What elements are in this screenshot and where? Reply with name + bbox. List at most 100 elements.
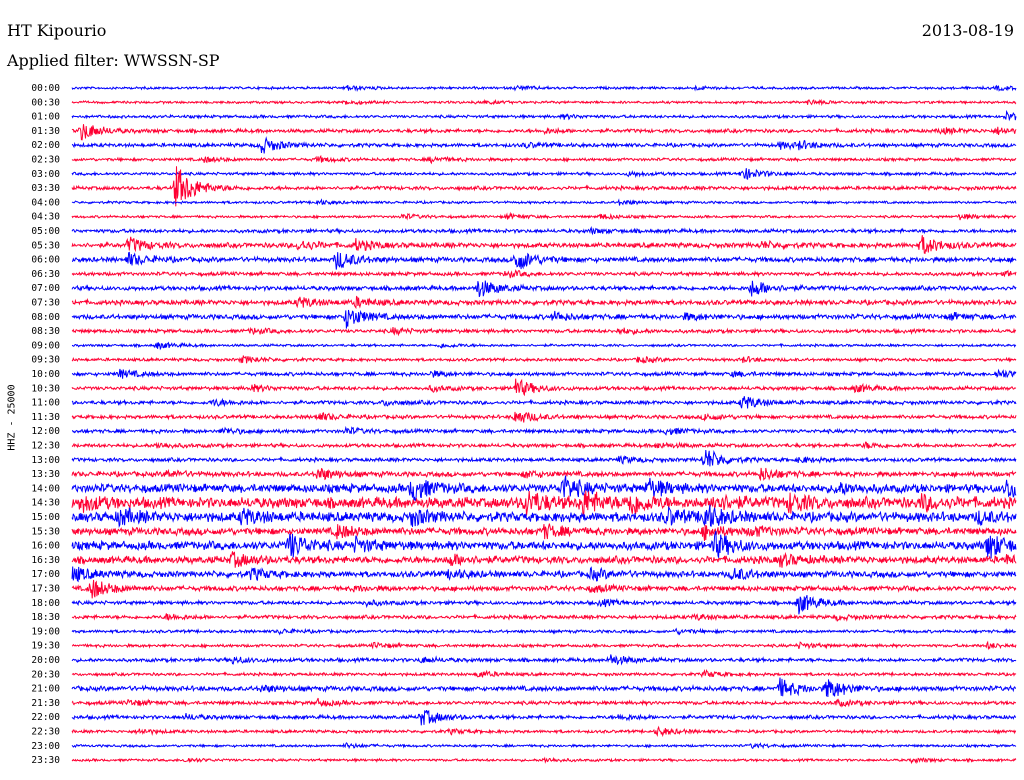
time-label: 22:00 [31,712,60,723]
seismic-trace-0900 [71,341,1017,351]
seismic-trace-2200 [71,709,1017,726]
seismic-trace-1000 [71,368,1017,379]
time-label: 01:00 [31,112,60,123]
date-label: 2013-08-19 [921,21,1014,40]
time-label: 10:00 [31,369,60,380]
seismic-trace-2000 [71,654,1017,666]
time-label: 04:00 [31,197,60,208]
seismic-trace-1730 [71,579,1017,599]
time-label: 04:30 [31,212,60,223]
seismic-trace-1230 [71,441,1017,450]
seismic-trace-0800 [71,309,1017,329]
time-label: 20:00 [31,655,60,666]
seismic-trace-2330 [71,756,1017,765]
time-label: 16:30 [31,555,60,566]
seismic-trace-2130 [71,697,1017,708]
seismic-trace-1330 [71,467,1017,482]
time-label: 05:30 [31,240,60,251]
seismic-trace-1030 [71,378,1017,397]
seismic-trace-0300 [71,168,1017,180]
time-label: 21:00 [31,684,60,695]
seismic-trace-1630 [71,551,1017,568]
seismic-trace-0200 [71,136,1017,154]
time-label: 22:30 [31,727,60,738]
time-label: 05:00 [31,226,60,237]
time-label: 13:30 [31,469,60,480]
time-label: 23:00 [31,741,60,752]
time-label: 08:30 [31,326,60,337]
seismic-trace-1600 [71,530,1017,559]
time-label: 09:00 [31,340,60,351]
time-label: 06:00 [31,255,60,266]
time-label: 17:00 [31,569,60,580]
time-label: 00:00 [31,83,60,94]
seismic-trace-0400 [71,198,1017,206]
time-label: 19:30 [31,641,60,652]
time-label: 08:00 [31,312,60,323]
seismic-trace-1700 [71,566,1017,583]
seismic-trace-1430 [71,490,1017,517]
time-label: 00:30 [31,97,60,108]
time-label: 14:00 [31,483,60,494]
time-label: 07:30 [31,298,60,309]
time-label: 11:00 [31,398,60,409]
seismic-trace-1300 [71,449,1017,467]
seismic-trace-1400 [71,475,1017,502]
seismic-trace-0530 [71,235,1017,255]
seismic-trace-0130 [71,124,1017,141]
seismic-trace-2300 [71,742,1017,750]
time-label: 13:00 [31,455,60,466]
seismic-trace-0100 [71,109,1017,122]
seismic-trace-1930 [71,640,1017,651]
time-label: 23:30 [31,755,60,766]
seismic-trace-1900 [71,627,1017,636]
time-label: 20:30 [31,669,60,680]
time-label: 02:30 [31,155,60,166]
seismic-trace-0000 [71,84,1017,92]
time-label: 03:30 [31,183,60,194]
time-label: 03:00 [31,169,60,180]
seismic-trace-0500 [71,226,1017,236]
time-label: 12:00 [31,426,60,437]
seismic-trace-0030 [71,98,1017,107]
time-label: 12:30 [31,441,60,452]
seismic-trace-0930 [71,355,1017,364]
time-label: 06:30 [31,269,60,280]
time-label: 18:30 [31,612,60,623]
seismic-trace-2230 [71,725,1017,738]
time-label: 15:30 [31,526,60,537]
time-label: 02:00 [31,140,60,151]
seismic-trace-1830 [71,612,1017,622]
time-label: 11:30 [31,412,60,423]
seismic-trace-1100 [71,396,1017,409]
time-label: 21:30 [31,698,60,709]
filter-label: Applied filter: WWSSN-SP [7,51,220,70]
time-label: 16:00 [31,541,60,552]
seismic-trace-1530 [71,523,1017,541]
seismic-trace-2030 [71,668,1017,679]
time-label: 14:30 [31,498,60,509]
seismic-trace-0700 [71,280,1017,298]
station-title: HT Kipourio [7,21,107,40]
seismic-trace-1500 [71,504,1017,529]
seismic-trace-1200 [72,425,1017,436]
seismic-trace-1800 [71,595,1017,615]
seismic-trace-1130 [71,411,1017,423]
seismic-trace-0830 [71,326,1017,337]
time-label: 17:30 [31,584,60,595]
seismic-trace-0430 [71,211,1017,221]
time-label: 09:30 [31,355,60,366]
time-label: 10:30 [31,383,60,394]
seismic-trace-0330 [71,166,1017,207]
time-label: 07:00 [31,283,60,294]
seismic-trace-2100 [71,677,1017,698]
seismic-trace-0600 [71,251,1017,270]
seismic-trace-0630 [71,269,1017,279]
time-label: 15:00 [31,512,60,523]
time-label: 01:30 [31,126,60,137]
seismic-trace-0230 [71,154,1017,165]
seismic-trace-0730 [71,295,1017,310]
time-label: 18:00 [31,598,60,609]
time-label: 19:00 [31,626,60,637]
